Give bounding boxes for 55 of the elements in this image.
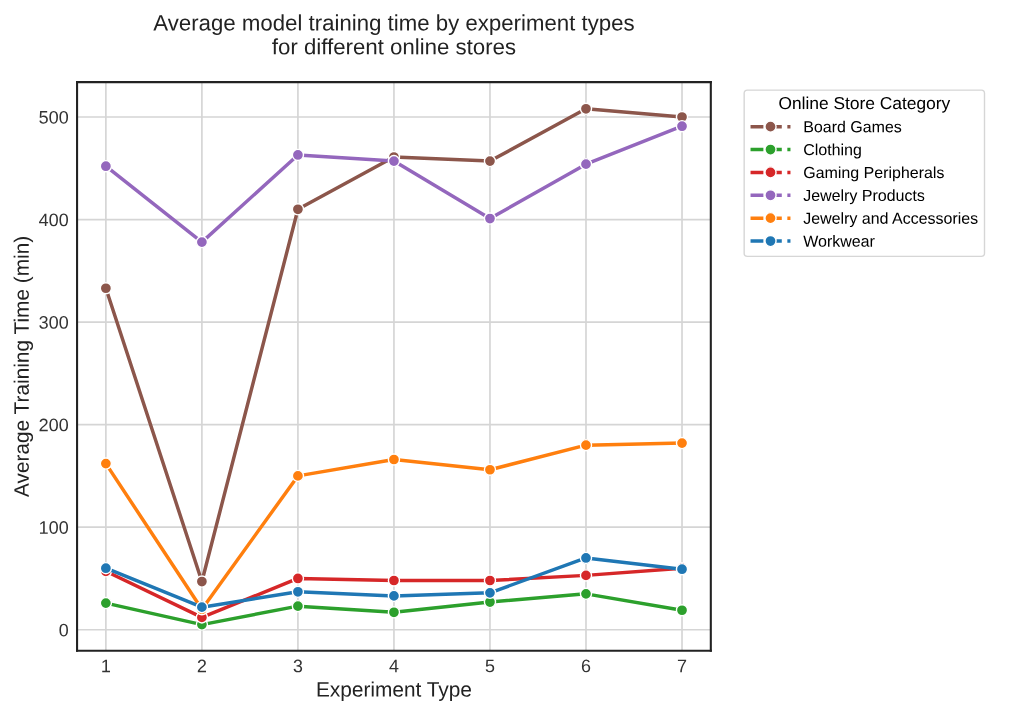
y-tick-label: 100 [39, 521, 69, 534]
legend-label: Gaming Peripherals [804, 166, 944, 182]
point [483, 586, 497, 600]
point [195, 235, 209, 249]
point [483, 212, 497, 225]
point [579, 102, 593, 116]
point [387, 589, 401, 603]
point [387, 154, 401, 168]
x-tick-label: 7 [677, 659, 687, 673]
point [483, 574, 497, 587]
point [579, 438, 593, 452]
x-tick-label: 6 [581, 659, 591, 673]
legend-label: Workwear [803, 235, 875, 247]
y-tick-label: 300 [39, 316, 69, 329]
point [99, 282, 113, 295]
point [291, 585, 305, 599]
legend-label: Jewelry Products [803, 189, 925, 205]
x-axis-title: Experiment Type [317, 681, 471, 701]
point [675, 436, 689, 450]
y-tick-label: 0 [59, 623, 69, 637]
legend-label: Board Games [804, 120, 902, 133]
x-tick-label: 4 [389, 659, 399, 673]
point [387, 453, 401, 466]
point [675, 119, 689, 133]
point [291, 572, 305, 585]
legend-label: Clothing [804, 143, 861, 159]
x-tick-label: 2 [197, 659, 207, 673]
point [291, 599, 305, 613]
point [291, 469, 305, 483]
point [291, 148, 305, 162]
x-tick-label: 3 [293, 659, 303, 673]
point [483, 154, 497, 168]
point [99, 561, 113, 575]
point [579, 569, 593, 582]
point [387, 574, 401, 587]
point [291, 203, 305, 216]
point [579, 551, 593, 565]
point [99, 596, 113, 610]
y-tick-label: 500 [39, 110, 69, 124]
y-tick-label: 400 [39, 213, 69, 227]
x-tick-label: 1 [102, 659, 111, 673]
legend-label: Jewelry and Accessories [803, 212, 978, 228]
point [99, 457, 113, 470]
point [675, 603, 689, 617]
point [579, 157, 593, 171]
point [579, 587, 593, 601]
chart-title: Average model training time by experiment types for different online stores [153, 14, 634, 55]
x-tick-label: 5 [485, 659, 495, 673]
y-axis-title: Average Training Time (min) [13, 237, 34, 498]
y-tick-label: 200 [39, 418, 69, 432]
legend-title: Online Store Category [779, 96, 951, 113]
point [99, 159, 113, 173]
point [387, 606, 401, 619]
point [195, 575, 209, 588]
point [483, 463, 497, 477]
